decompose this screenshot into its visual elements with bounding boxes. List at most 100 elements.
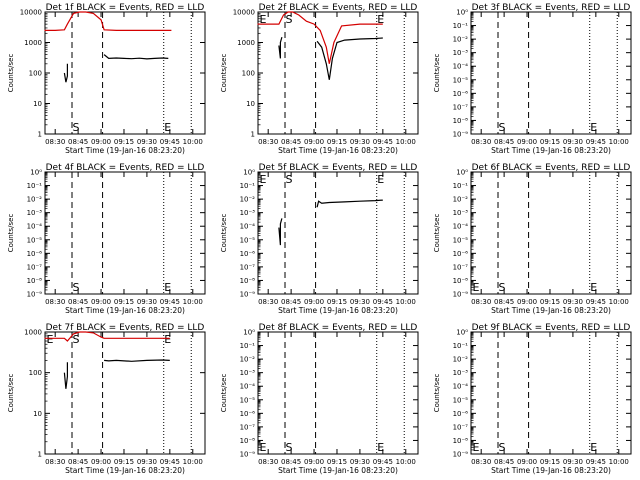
- x-axis-title: Start Time (19-Jan-16 08:23:20): [278, 146, 398, 155]
- y-tick-label: 100: [29, 369, 42, 377]
- chart-title: Det 3f BLACK = Events, RED = LLD: [472, 3, 631, 13]
- y-tick-label: 10⁻⁶: [453, 250, 469, 258]
- x-tick-label: 09:00: [517, 138, 537, 146]
- y-tick-label: 10⁻⁷: [453, 103, 469, 111]
- x-tick-label: 08:45: [494, 138, 514, 146]
- y-tick-label: 10⁻⁶: [27, 250, 43, 258]
- interval-marker-e: E: [377, 13, 384, 26]
- chart-title: Det 9f BLACK = Events, RED = LLD: [472, 323, 631, 333]
- x-tick-label: 09:30: [137, 138, 157, 146]
- x-tick-label: 08:30: [45, 138, 65, 146]
- interval-marker-s: S: [73, 333, 80, 346]
- events-series-line: [316, 37, 383, 80]
- y-tick-label: 10⁻³: [240, 369, 256, 377]
- x-tick-label: 10:00: [183, 298, 203, 306]
- x-tick-label: 09:45: [160, 298, 180, 306]
- y-tick-label: 1: [38, 451, 42, 459]
- y-tick-label: 10: [33, 410, 42, 418]
- x-tick-label: 10:00: [183, 138, 203, 146]
- y-tick-label: 10⁻¹: [453, 342, 469, 350]
- x-tick-label: 09:15: [327, 458, 347, 466]
- x-tick-label: 09:30: [563, 138, 583, 146]
- x-tick-label: 10:00: [609, 298, 629, 306]
- y-tick-label: 10⁻²: [240, 196, 256, 204]
- y-tick-label: 10⁻³: [453, 49, 469, 57]
- y-tick-label: 10⁻³: [453, 369, 469, 377]
- y-tick-label: 10⁻³: [27, 209, 43, 217]
- x-tick-label: 08:45: [494, 458, 514, 466]
- y-tick-label: 10⁻²: [27, 196, 43, 204]
- y-tick-label: 10⁻⁴: [27, 223, 43, 231]
- y-tick-label: 10⁻⁴: [453, 63, 469, 71]
- y-tick-label: 10⁻¹: [240, 182, 256, 190]
- interval-marker-e: E: [164, 121, 171, 134]
- chart-panel-1: Det 1f BLACK = Events, RED = LLD 1 10 100 10…: [7, 3, 206, 155]
- y-tick-label: 10⁰: [456, 9, 468, 17]
- y-tick-label: 100: [29, 70, 42, 78]
- x-tick-label: 09:45: [373, 458, 393, 466]
- interval-marker-s: S: [73, 121, 80, 134]
- x-tick-label: 09:15: [327, 138, 347, 146]
- y-tick-label: 10⁻¹: [27, 182, 43, 190]
- x-axis-title: Start Time (19-Jan-16 08:23:20): [65, 306, 185, 315]
- x-tick-label: 09:30: [137, 298, 157, 306]
- y-tick-label: 10⁻⁶: [240, 250, 256, 258]
- chart-title: Det 6f BLACK = Events, RED = LLD: [472, 163, 631, 173]
- chart-panel-9: Det 9f BLACK = Events, RED = LLD 10⁻⁹ 10⁻⁸…: [433, 323, 632, 475]
- events-series-line: [104, 359, 170, 362]
- x-tick-label: 09:15: [114, 458, 134, 466]
- x-tick-label: 08:30: [471, 138, 491, 146]
- y-axis-title: Counts/sec: [433, 214, 441, 253]
- x-tick-label: 09:00: [304, 458, 324, 466]
- y-tick-label: 10⁻¹: [453, 182, 469, 190]
- y-tick-label: 10⁻⁸: [240, 277, 256, 285]
- interval-marker-e: E: [164, 281, 171, 294]
- y-tick-label: 10⁻⁹: [240, 291, 256, 299]
- interval-marker-e: E: [473, 281, 480, 294]
- x-tick-label: 09:00: [304, 298, 324, 306]
- chart-panel-8: Det 8f BLACK = Events, RED = LLD 10⁻⁹ 10⁻⁸…: [220, 323, 419, 475]
- x-tick-label: 09:15: [114, 298, 134, 306]
- x-tick-label: 09:00: [91, 298, 111, 306]
- x-tick-label: 09:30: [563, 458, 583, 466]
- y-tick-label: 10⁻⁴: [240, 383, 256, 391]
- y-tick-label: 10⁰: [456, 169, 468, 177]
- y-tick-label: 10⁻⁸: [240, 437, 256, 445]
- y-axis-title: Counts/sec: [7, 374, 15, 413]
- y-axis-title: Counts/sec: [220, 54, 228, 93]
- x-tick-label: 09:45: [586, 138, 606, 146]
- y-tick-label: 10⁻⁷: [453, 423, 469, 431]
- chart-panel-7: Det 7f BLACK = Events, RED = LLD 1 10 100 10…: [7, 323, 206, 475]
- y-tick-label: 10⁰: [456, 329, 468, 337]
- x-tick-label: 10:00: [609, 138, 629, 146]
- x-tick-label: 08:30: [471, 298, 491, 306]
- x-tick-label: 09:00: [304, 138, 324, 146]
- chart-panel-2: Det 2f BLACK = Events, RED = LLD 1 10 100 10…: [220, 3, 419, 155]
- events-series-line: [63, 362, 69, 389]
- y-tick-label: 10⁰: [30, 169, 42, 177]
- x-tick-label: 08:45: [281, 458, 301, 466]
- y-tick-label: 10⁻⁵: [453, 236, 469, 244]
- y-tick-label: 1000: [24, 329, 42, 337]
- interval-marker-e: E: [377, 173, 384, 186]
- chart-title: Det 5f BLACK = Events, RED = LLD: [259, 163, 418, 173]
- chart-title: Det 7f BLACK = Events, RED = LLD: [46, 323, 205, 333]
- interval-marker-s: S: [499, 441, 506, 454]
- y-tick-label: 10⁻⁵: [27, 236, 43, 244]
- y-tick-label: 10⁰: [243, 169, 255, 177]
- x-tick-label: 09:30: [350, 458, 370, 466]
- y-tick-label: 10⁻⁷: [240, 263, 256, 271]
- x-axis-title: Start Time (19-Jan-16 08:23:20): [491, 306, 611, 315]
- x-axis-title: Start Time (19-Jan-16 08:23:20): [491, 146, 611, 155]
- y-tick-label: 10⁻⁸: [453, 437, 469, 445]
- interval-marker-e: E: [590, 441, 597, 454]
- y-tick-label: 10⁻⁹: [453, 451, 469, 459]
- interval-marker-s: S: [499, 121, 506, 134]
- x-tick-label: 09:45: [373, 138, 393, 146]
- x-tick-label: 09:15: [327, 298, 347, 306]
- y-tick-label: 10⁻⁴: [453, 383, 469, 391]
- x-tick-label: 10:00: [396, 458, 416, 466]
- y-tick-label: 10000: [20, 9, 42, 17]
- x-tick-label: 09:00: [517, 298, 537, 306]
